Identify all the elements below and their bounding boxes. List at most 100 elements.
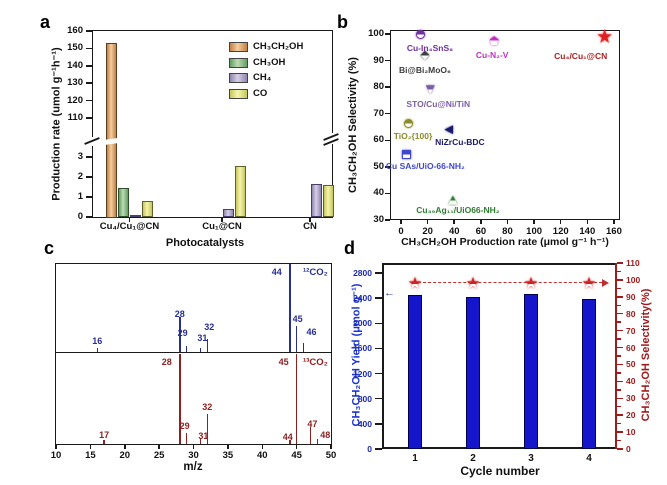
d-left-tick — [375, 272, 382, 274]
d-left-tick — [375, 448, 382, 450]
b-point-Cu₄/Cu₁@CN-shape — [597, 29, 612, 43]
c-peak-label: 16 — [92, 335, 103, 346]
b-point-label: Cu₃₉Ag₁₁/UiO66-NH₂ — [416, 205, 500, 216]
panel-b-x-axis-title: CH₃CH₂OH Production rate (μmol g⁻¹ h⁻¹) — [401, 236, 609, 248]
d-left-tick-label: 0 — [367, 444, 372, 454]
b-point-Cu SAs/UiO-66-NH₂ — [401, 150, 411, 160]
d-right-tick — [617, 363, 623, 366]
a-xtick — [221, 218, 223, 222]
c-xtick — [158, 445, 160, 449]
d-right-tick-label: 40 — [626, 376, 636, 387]
b-ytick-label: 100 — [368, 28, 384, 39]
c-peak-¹³CO₂-48 — [316, 438, 318, 444]
d-star-cycle-4 — [582, 276, 596, 290]
d-bar-cycle-3 — [524, 293, 538, 449]
b-xtick — [426, 220, 429, 224]
d-right-tick-label: 90 — [626, 291, 636, 302]
panel-b-plot-area — [390, 30, 620, 220]
legend-label-CH₃OH: CH₃OH — [253, 56, 286, 68]
c-peak-¹³CO₂-28 — [179, 354, 181, 444]
a-ytick — [86, 176, 92, 178]
c-peak-label: 28 — [174, 308, 185, 319]
d-left-tick-label: 1200 — [353, 368, 372, 379]
b-ytick — [385, 59, 390, 62]
bar-CO-Cu₁@CN — [234, 166, 246, 217]
legend-swatch-CO — [229, 88, 248, 99]
d-cycle-label: 3 — [528, 453, 534, 464]
b-ytick — [385, 86, 390, 88]
d-left-tick-label: 800 — [357, 393, 372, 404]
d-left-arrow-icon: ← — [384, 287, 395, 299]
panel-c-12co2-label: ¹²CO₂ — [303, 267, 328, 278]
panel-b-y-axis-title: CH₃CH₂OH Selectivity (%) — [347, 57, 359, 193]
a-ytick-label: 1 — [77, 191, 83, 202]
c-peak-label: 32 — [202, 402, 213, 413]
a-ytick — [86, 196, 92, 198]
b-point-Cu₄/Cu₁@CN — [597, 29, 612, 44]
b-ytick — [385, 166, 390, 168]
b-xtick — [453, 220, 455, 224]
a-xtick — [128, 218, 131, 222]
d-right-tick — [617, 431, 623, 433]
c-peak-¹³CO₂-47 — [309, 426, 312, 444]
b-ytick — [385, 33, 390, 35]
b-xtick — [506, 220, 509, 224]
d-right-tick-label: 70 — [626, 325, 636, 336]
d-cycle-label: 2 — [470, 453, 476, 464]
c-peak-label: 29 — [179, 421, 190, 432]
a-ytick — [86, 117, 92, 119]
c-peak-label: 45 — [278, 357, 289, 367]
d-left-tick-label: 1600 — [353, 343, 372, 354]
d-star-cycle-2-shape — [466, 276, 480, 289]
a-ytick-label: 3 — [77, 151, 83, 162]
d-right-tick — [617, 422, 621, 425]
d-bar-cycle-1 — [408, 294, 422, 449]
c-xtick — [261, 445, 263, 449]
b-point-label: TiO₂{100} — [393, 131, 433, 142]
b-xtick-label: 100 — [526, 226, 543, 237]
d-bar-cycle-2 — [466, 296, 480, 449]
d-left-tick — [375, 397, 382, 400]
c-peak-label: 47 — [307, 418, 318, 429]
legend-swatch-CH₄ — [229, 73, 248, 83]
d-left-tick — [375, 297, 382, 299]
d-right-tick — [617, 389, 621, 391]
b-ytick — [385, 219, 390, 221]
c-peak-label: 44 — [271, 267, 282, 277]
bar-CO-Cu₄/Cu₁@CN — [142, 201, 153, 217]
b-point-NiZrCu-BDC-shape — [444, 125, 454, 135]
d-star-cycle-1 — [408, 276, 422, 290]
b-xtick — [400, 220, 402, 224]
b-point-label: Bi@Bi₂MoO₆ — [399, 65, 451, 76]
b-point-STO/Cu@Ni/TiN — [425, 85, 435, 95]
c-xtick-label: 25 — [153, 450, 165, 461]
d-right-tick-label: 0 — [626, 444, 631, 454]
a-ytick-label: 140 — [67, 59, 83, 71]
panel-c-upper-spectrum-box — [55, 263, 332, 353]
c-peak-¹²CO₂-46 — [302, 343, 305, 352]
b-point-Cu-In₄SnS₈ — [416, 29, 426, 39]
panel-d-right-axis — [615, 263, 617, 449]
c-xtick — [330, 445, 332, 449]
d-right-tick-label: 60 — [626, 342, 636, 353]
b-xtick — [613, 220, 615, 224]
c-peak-¹²CO₂-32 — [206, 338, 208, 352]
b-xtick-label: 60 — [475, 226, 487, 237]
panel-d-x-axis-title: Cycle number — [460, 464, 540, 478]
panel-d-left-y-axis-title: CH₃CH₂OH Yield (μmol g⁻¹) — [350, 283, 363, 427]
panel-a-plot-area — [92, 30, 333, 218]
axis-break-gap-right — [328, 133, 336, 144]
c-peak-¹²CO₂-16 — [96, 347, 98, 352]
d-right-tick — [617, 380, 623, 383]
d-right-tick-label: 100 — [626, 274, 641, 285]
d-right-tick — [617, 406, 621, 408]
d-right-tick-label: 80 — [626, 308, 636, 319]
c-peak-¹²CO₂-45 — [295, 326, 298, 352]
b-point-label: Cu₄/Cu₁@CN — [554, 50, 608, 61]
a-ytick-label: 130 — [67, 77, 83, 89]
d-selectivity-line — [418, 282, 602, 283]
a-ytick — [86, 156, 92, 158]
d-right-tick — [617, 329, 623, 332]
b-point-Cu₃₉Ag₁₁/UiO66-NH₂-shape — [448, 195, 458, 205]
d-right-tick — [617, 262, 623, 264]
